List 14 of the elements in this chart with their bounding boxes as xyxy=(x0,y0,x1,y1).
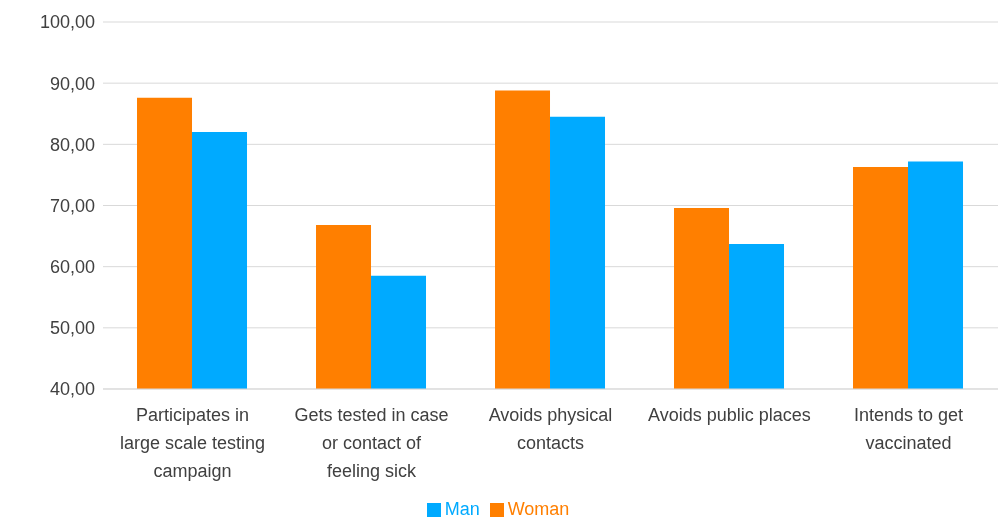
x-tick-label: Avoids public places xyxy=(648,405,811,425)
y-tick-label: 50,00 xyxy=(49,318,95,339)
y-tick-label: 60,00 xyxy=(49,257,95,278)
x-tick-label: Intends to get vaccinated xyxy=(853,405,964,453)
x-tick-label: Participates in large scale testing campaign xyxy=(119,405,266,481)
x-tick-label: Avoids physical contacts xyxy=(488,405,613,453)
y-tick-label: 80,00 xyxy=(49,134,95,155)
y-tick-label: 40,00 xyxy=(49,379,95,400)
y-tick-label: 90,00 xyxy=(49,73,95,94)
legend-label: Woman xyxy=(507,499,570,519)
y-tick-label: 100,00 xyxy=(39,12,95,33)
x-tick-label: Gets tested in case or contact of feeling sick xyxy=(294,405,449,481)
legend-label: Man xyxy=(444,499,480,519)
y-tick-label: 70,00 xyxy=(49,195,95,216)
